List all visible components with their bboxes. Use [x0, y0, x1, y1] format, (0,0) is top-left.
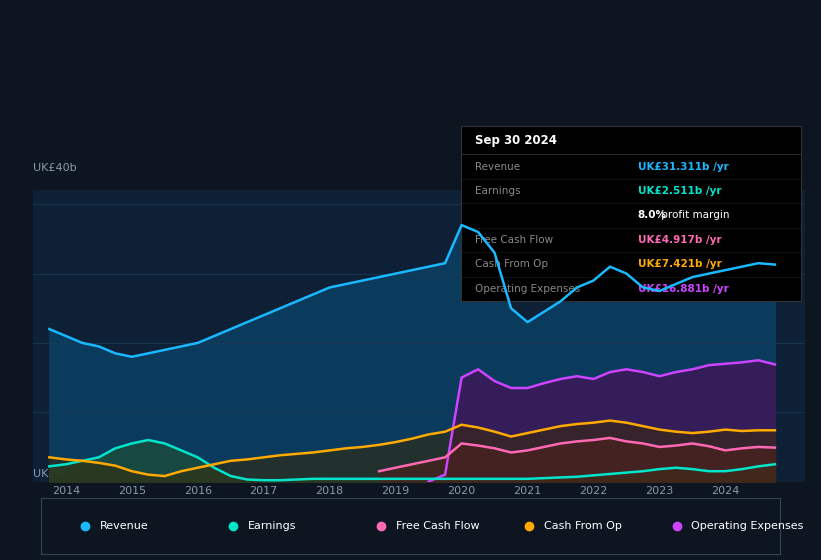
Text: UK£0: UK£0 — [33, 469, 62, 479]
Text: UK£40b: UK£40b — [33, 163, 76, 173]
Text: Earnings: Earnings — [248, 521, 296, 531]
Text: Operating Expenses: Operating Expenses — [691, 521, 804, 531]
Text: Cash From Op: Cash From Op — [544, 521, 621, 531]
Text: Free Cash Flow: Free Cash Flow — [396, 521, 479, 531]
Text: Revenue: Revenue — [100, 521, 149, 531]
